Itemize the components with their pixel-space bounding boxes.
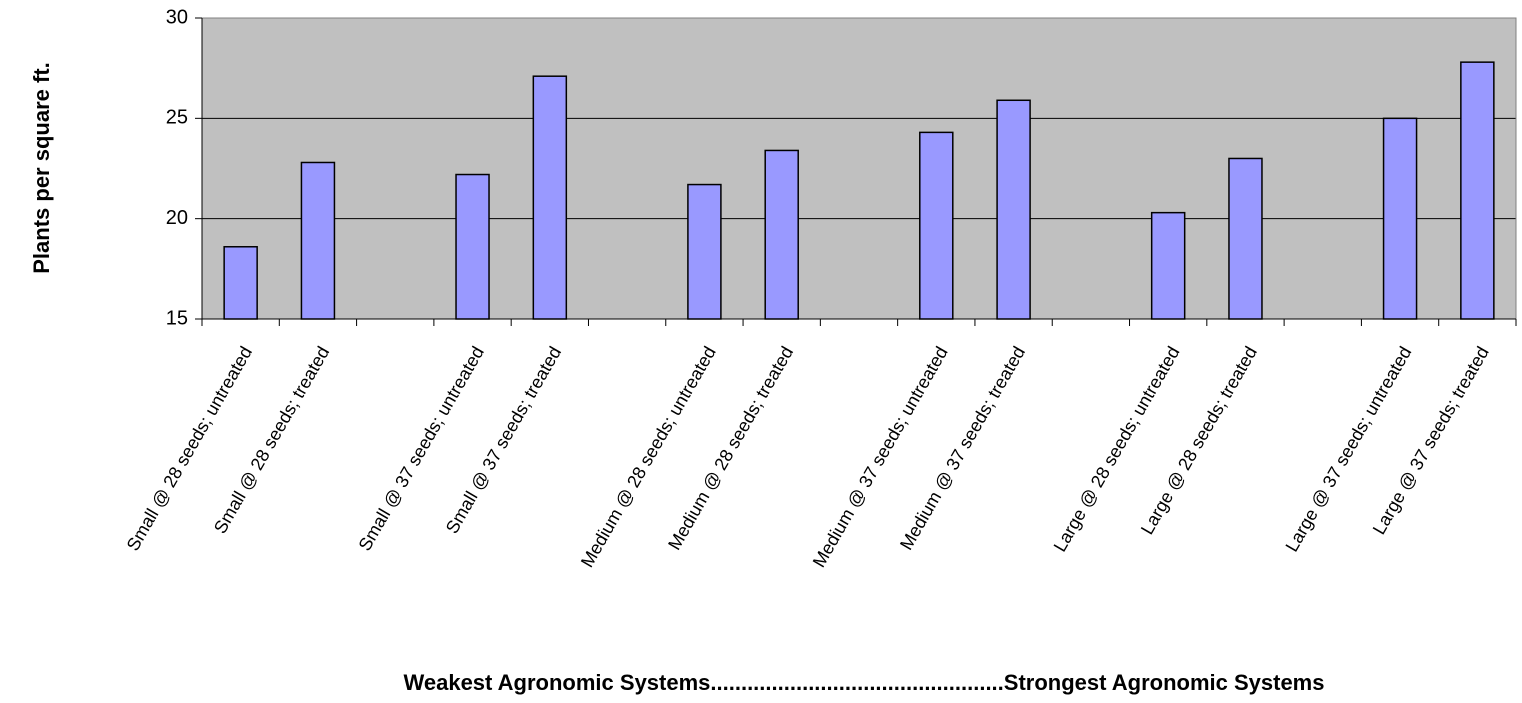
- x-tick-label: Large @ 28 seeds; untreated: [1050, 343, 1184, 555]
- x-axis-title: Weakest Agronomic Systems...............…: [404, 670, 1325, 695]
- axes: [195, 17, 1517, 326]
- x-tick-label: Small @ 37 seeds; untreated: [354, 343, 488, 554]
- bar: [455, 173, 490, 320]
- x-tick-label: Small @ 28 seeds; untreated: [123, 343, 257, 554]
- y-tick-label: 20: [166, 207, 188, 229]
- x-tick-label: Medium @ 28 seeds; untreated: [577, 343, 720, 571]
- bar: [764, 149, 799, 320]
- bar: [532, 75, 568, 320]
- bar: [1460, 61, 1495, 320]
- y-tick-labels: 15 20 25 30: [166, 6, 188, 329]
- bar: [1150, 211, 1186, 320]
- y-axis-title: Plants per square ft.: [29, 62, 54, 274]
- x-tick-label: Medium @ 37 seeds; untreated: [809, 343, 952, 571]
- bar: [919, 131, 954, 320]
- bar: [687, 183, 722, 320]
- bars: [223, 61, 1495, 320]
- bar: [300, 161, 336, 320]
- bar: [223, 246, 258, 320]
- x-tick-label: Large @ 37 seeds; untreated: [1281, 343, 1415, 555]
- bar: [996, 99, 1031, 320]
- bar: [1382, 117, 1418, 320]
- plot-area: [202, 18, 1516, 319]
- y-tick-label: 15: [166, 307, 188, 329]
- bar: [1228, 157, 1263, 320]
- y-tick-label: 25: [166, 107, 188, 129]
- y-tick-label: 30: [166, 6, 188, 28]
